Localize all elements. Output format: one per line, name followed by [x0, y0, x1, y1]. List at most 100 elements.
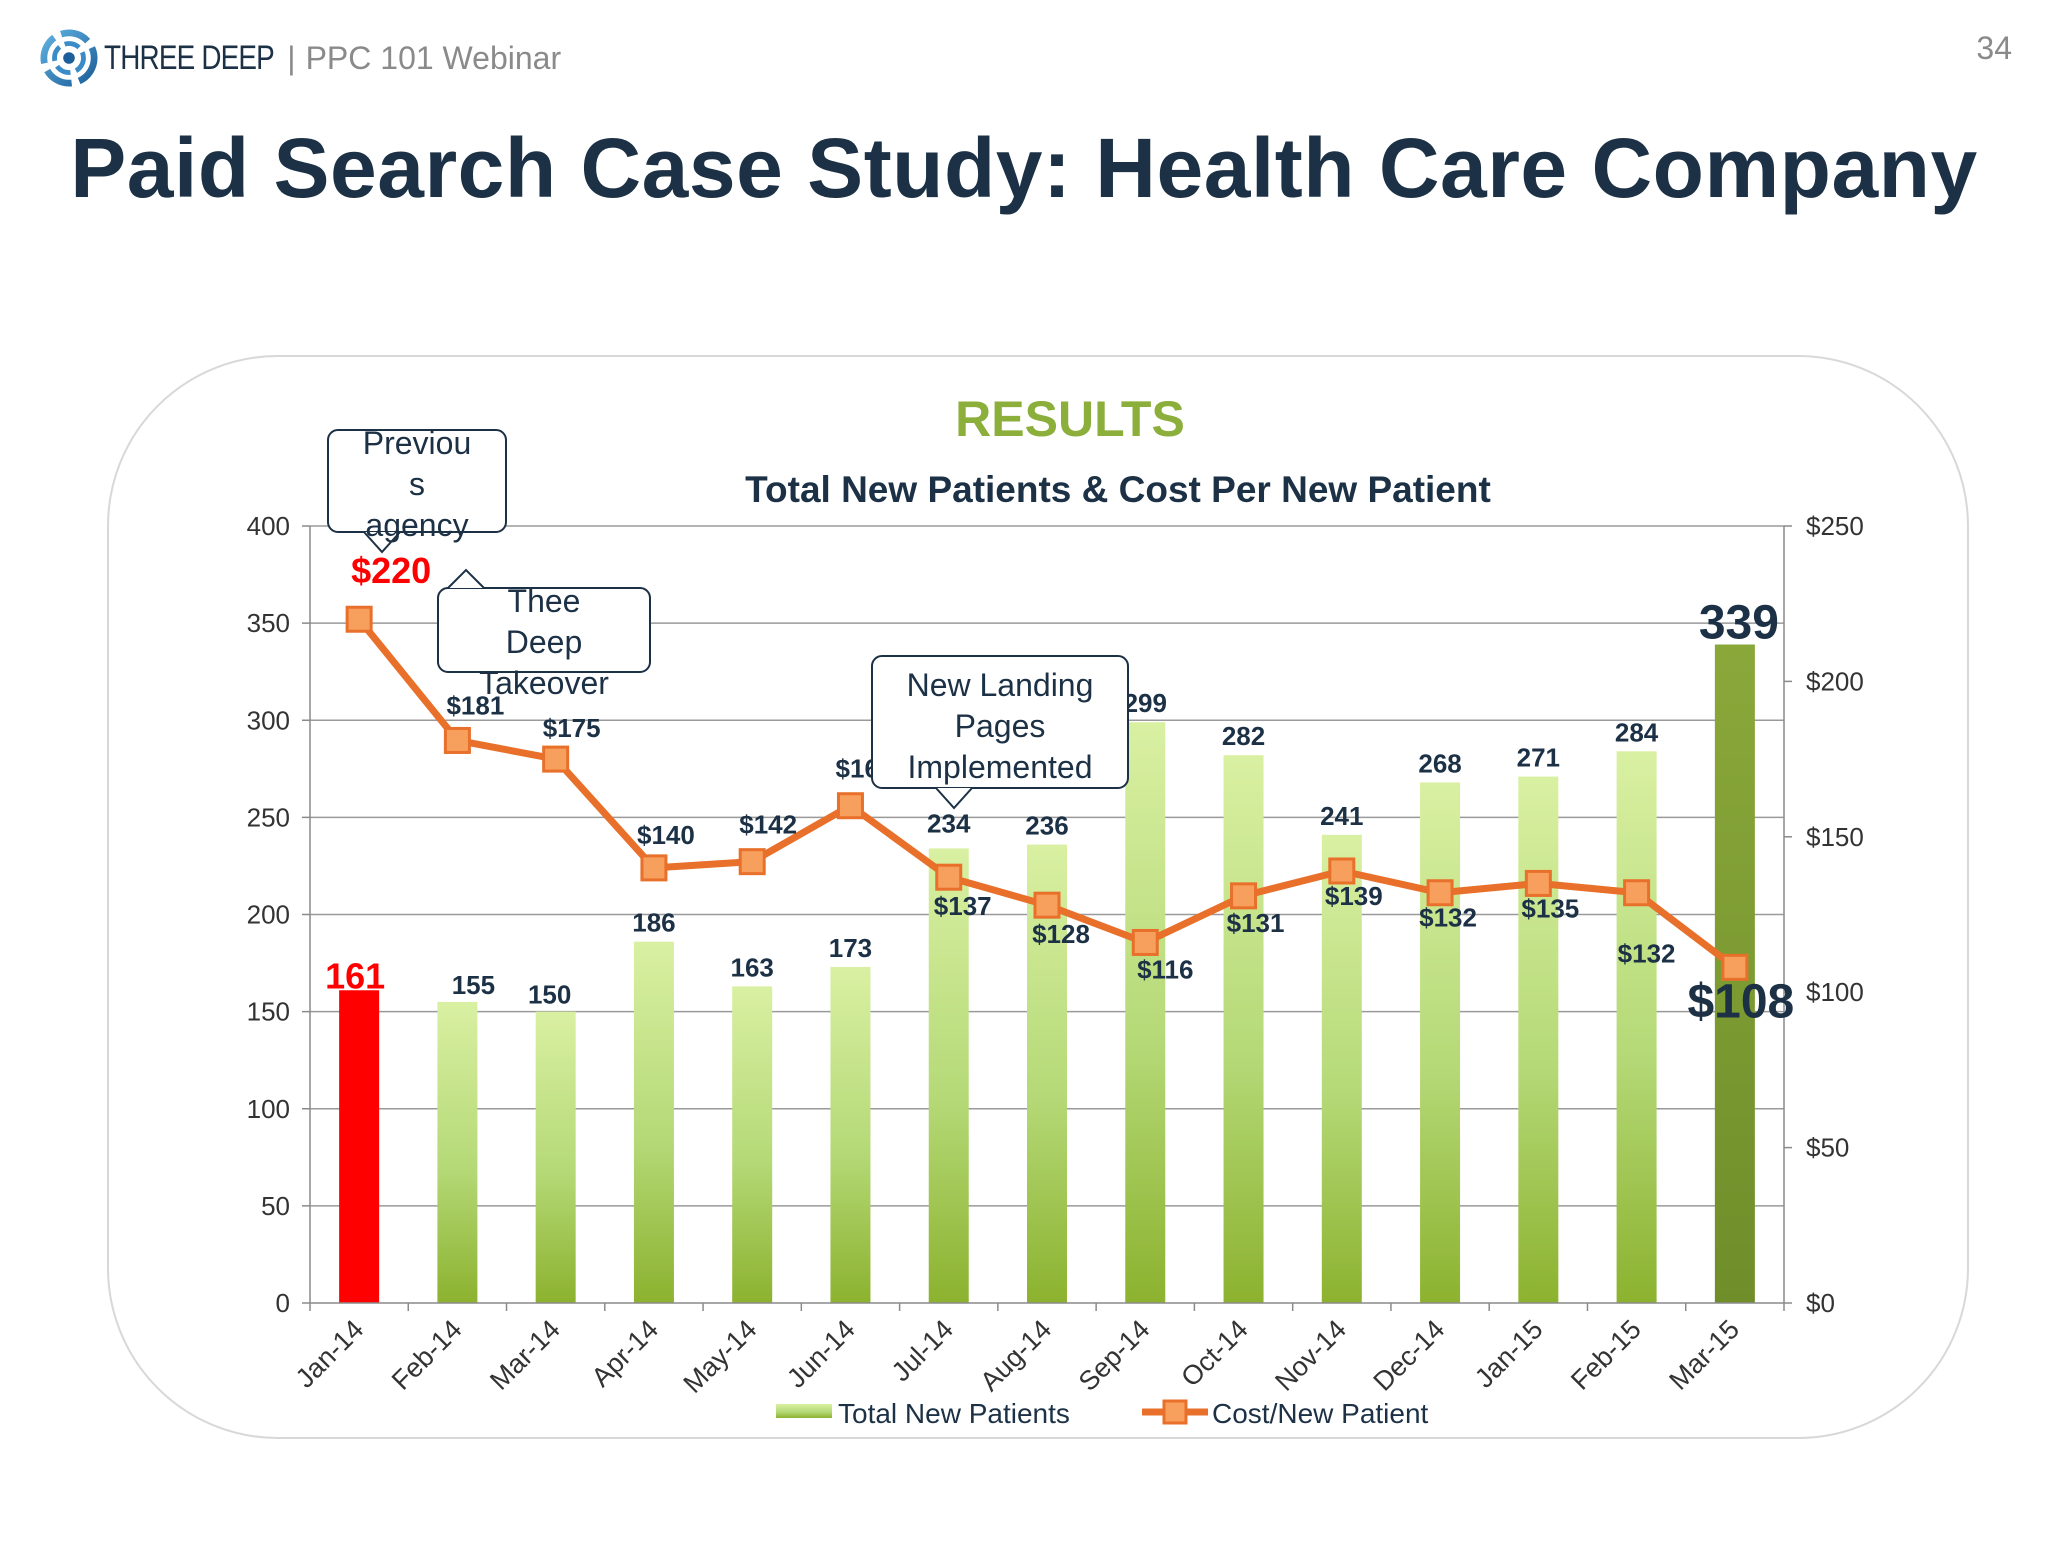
callout-text: Thee — [508, 583, 581, 619]
callout-text: New Landing — [907, 667, 1094, 703]
legend-bar-swatch — [776, 1404, 832, 1418]
line-value-label: $137 — [934, 891, 992, 921]
line-marker — [1033, 891, 1061, 919]
annotation-callout: Previou s agency — [327, 425, 507, 554]
left-axis-tick-label: 300 — [247, 705, 290, 735]
callout-text: Pages — [955, 708, 1046, 744]
right-axis-tick-label: $250 — [1806, 511, 1864, 541]
callout-box — [437, 587, 651, 673]
legend: Total New Patients Cost/New Patient — [776, 1398, 1429, 1429]
line-value-label: $132 — [1618, 939, 1676, 969]
bar — [1518, 776, 1559, 1303]
bar — [1321, 834, 1362, 1303]
bar-value-label: 271 — [1517, 743, 1560, 773]
bar-value-label: 163 — [731, 952, 774, 982]
line-marker — [345, 605, 373, 633]
bar-value-label: 161 — [325, 955, 385, 996]
right-axis-tick-label: $150 — [1806, 822, 1864, 852]
bar-value-label: 241 — [1320, 801, 1363, 831]
right-axis-tick-label: $50 — [1806, 1133, 1849, 1163]
line-marker — [1524, 869, 1552, 897]
line-series — [345, 605, 1749, 981]
line-value-label: $140 — [637, 820, 695, 850]
line-marker — [1721, 953, 1749, 981]
bar — [928, 848, 969, 1303]
annotations: Previou s agency Thee Deep Takeover New Landin… — [327, 425, 1129, 810]
left-axis-tick-label: 100 — [247, 1094, 290, 1124]
bar-value-label: 339 — [1699, 596, 1779, 649]
bar-value-label: 173 — [829, 933, 872, 963]
left-axis-tick-label: 150 — [247, 997, 290, 1027]
bar — [339, 990, 380, 1303]
callout-pointer — [447, 568, 485, 589]
bar — [437, 1001, 478, 1303]
right-axis-tick-label: $100 — [1806, 977, 1864, 1007]
line-marker — [1623, 879, 1651, 907]
callout-text: Deep — [506, 624, 583, 660]
brand-name: THREE DEEP — [104, 38, 275, 77]
line-marker — [1328, 857, 1356, 885]
line-marker — [738, 848, 766, 876]
line-value-label: $108 — [1687, 975, 1794, 1028]
line-marker — [1426, 879, 1454, 907]
bar — [1223, 755, 1264, 1303]
data-labels: 161 155 150 186 163 173 234 236 299 282 241 268 271 2… — [325, 550, 1794, 1028]
left-axis-tick-label: 400 — [247, 511, 290, 541]
right-axis-tick-label: $200 — [1806, 666, 1864, 696]
line-value-label: $128 — [1032, 919, 1090, 949]
callout-text: Implemented — [908, 749, 1093, 785]
line-marker — [1230, 882, 1258, 910]
bar-value-label: 150 — [528, 980, 571, 1010]
legend-line-label: Cost/New Patient — [1212, 1398, 1429, 1429]
chart-heading: RESULTS — [955, 391, 1185, 447]
line-value-label: $135 — [1521, 893, 1579, 923]
bar — [535, 1011, 576, 1303]
line-marker — [935, 863, 963, 891]
bar-value-label: 155 — [452, 970, 495, 1000]
line-value-label: $181 — [446, 690, 504, 720]
bar-value-label: 299 — [1124, 688, 1167, 718]
header-subtitle: PPC 101 Webinar — [305, 39, 562, 76]
callout-text: s — [409, 466, 425, 502]
line-marker — [443, 726, 471, 754]
line-value-label: $175 — [543, 713, 601, 743]
callout-pointer — [363, 531, 401, 554]
left-axis-tick-label: 200 — [247, 900, 290, 930]
callout-text: Previou — [363, 425, 472, 461]
bar-value-label: 268 — [1418, 748, 1461, 778]
line-marker — [640, 854, 668, 882]
callout-text: agency — [365, 507, 468, 543]
bar-value-label: 236 — [1025, 811, 1068, 841]
slide-header: THREE DEEP | PPC 101 Webinar — [40, 28, 561, 88]
header-separator: | — [287, 39, 296, 76]
annotation-callout: New Landing Pages Implemented — [871, 655, 1129, 810]
left-axis-tick-label: 250 — [247, 802, 290, 832]
line-value-label: $139 — [1325, 881, 1383, 911]
bar — [1420, 782, 1461, 1303]
line-marker — [836, 792, 864, 820]
callout-pointer — [935, 787, 973, 810]
annotation-callout: Thee Deep Takeover — [437, 568, 651, 701]
bar — [732, 986, 773, 1303]
bar-value-label: 186 — [632, 908, 675, 938]
line-value-label: $131 — [1227, 908, 1285, 938]
bar-value-label: 234 — [927, 808, 971, 838]
line-value-label: $116 — [1137, 954, 1193, 984]
bar-value-label: 282 — [1222, 721, 1265, 751]
line-value-label: $132 — [1419, 903, 1477, 933]
line-marker — [542, 745, 570, 773]
bar — [633, 941, 674, 1303]
bar-value-label: 284 — [1615, 717, 1659, 747]
slide-title: Paid Search Case Study: Health Care Comp… — [70, 121, 1978, 215]
bar — [1125, 722, 1166, 1303]
bar — [1027, 844, 1067, 1303]
bar — [830, 966, 871, 1303]
chart-title: Total New Patients & Cost Per New Patien… — [745, 469, 1491, 510]
callout-text: Takeover — [479, 665, 609, 701]
line-value-label: $142 — [739, 810, 797, 840]
legend-bar-label: Total New Patients — [838, 1398, 1070, 1429]
left-axis-tick-label: 350 — [247, 608, 290, 638]
legend-line-marker — [1162, 1399, 1188, 1425]
